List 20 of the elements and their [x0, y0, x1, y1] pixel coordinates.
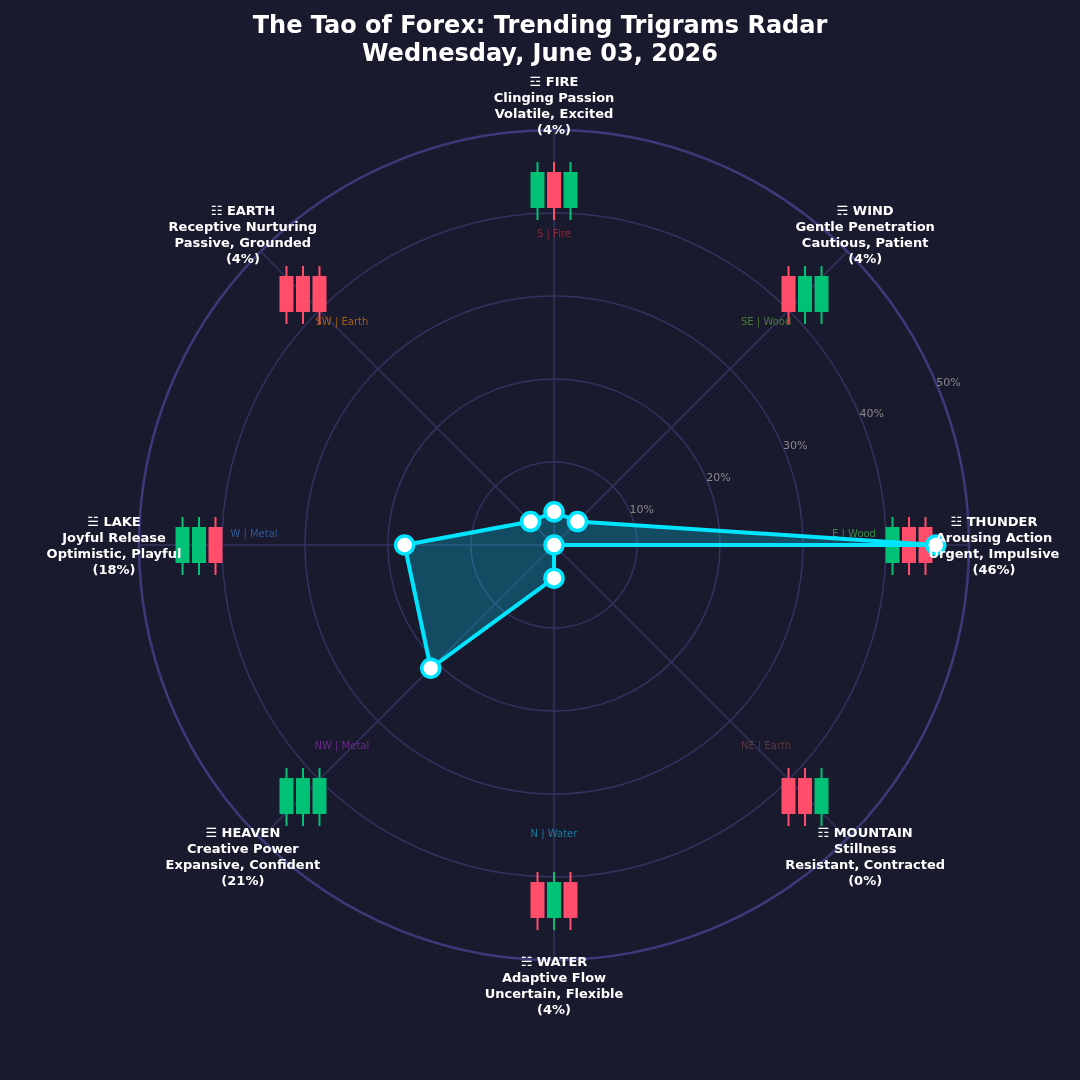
- spoke-label: ☵ WATER Adaptive Flow Uncertain, Flexible (4%): [484, 954, 624, 1017]
- y-tick-label: 50%: [936, 375, 961, 389]
- spoke-label: ☶ MOUNTAIN Stillness Resistant, Contracted (0%): [785, 825, 946, 889]
- y-tick-label: 40%: [859, 407, 885, 421]
- spoke-label: ☰ HEAVEN Creative Power Expansive, Confident (21%): [165, 825, 321, 889]
- text: NE | Earth: [740, 740, 792, 753]
- spoke-label: ☴ WIND Gentle Penetration Cautious, Patient (4%): [795, 202, 935, 266]
- spoke-label: ☲ FIRE Clinging Passion Volatile, Excited (4%): [493, 74, 615, 137]
- y-tick-label: 10%: [629, 502, 654, 516]
- y-tick-label: 20%: [706, 470, 731, 484]
- text: SE | Wood: [740, 315, 792, 328]
- text: NW | Metal: [314, 740, 370, 753]
- y-tick-label: 30%: [782, 439, 808, 453]
- chart-title: The Tao of Forex: Trending Trigrams Radar: [252, 11, 828, 39]
- spoke-label: ☷ EARTH Receptive Nurturing Passive, Grounded (4%): [168, 202, 318, 266]
- text: N | Water: [530, 828, 579, 840]
- chart-subtitle: Wednesday, June 03, 2026: [361, 39, 719, 67]
- text: S | Fire: [537, 228, 571, 240]
- text: W | Metal: [230, 528, 278, 540]
- text: SW | Earth: [315, 315, 369, 328]
